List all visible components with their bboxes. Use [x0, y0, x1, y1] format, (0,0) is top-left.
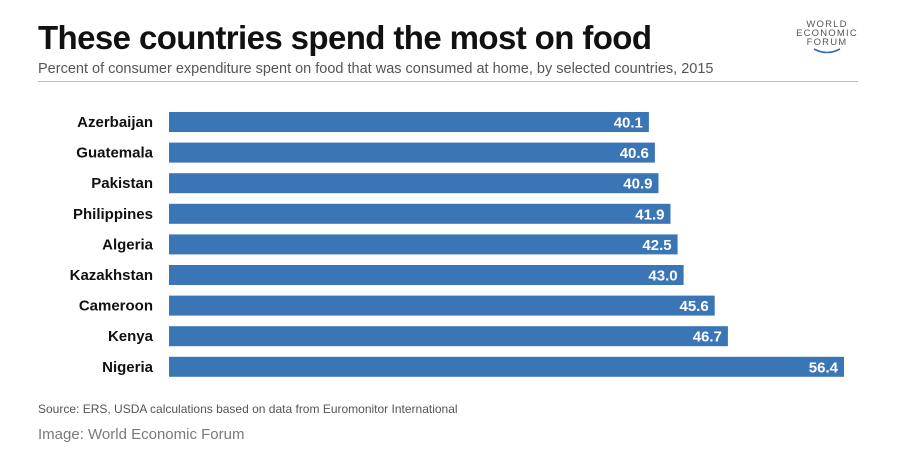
- source-note: Source: ERS, USDA calculations based on …: [38, 402, 458, 416]
- value-label: 43.0: [648, 268, 677, 285]
- bar: [169, 326, 728, 347]
- value-label: 40.9: [623, 176, 652, 193]
- logo-text-line-1: WORLD: [806, 19, 848, 30]
- logo-text-line-3: FORUM: [806, 37, 848, 48]
- category-label: Pakistan: [91, 175, 153, 192]
- value-label: 40.6: [620, 145, 649, 162]
- value-label: 40.1: [614, 115, 643, 132]
- category-label: Guatemala: [76, 145, 153, 162]
- bar: [169, 356, 844, 377]
- value-label: 41.9: [635, 206, 664, 223]
- bar: [169, 203, 671, 224]
- value-label: 42.5: [642, 237, 671, 254]
- bar: [169, 265, 684, 285]
- wef-logo: WORLD ECONOMIC FORUM: [786, 20, 868, 66]
- bar: [169, 112, 649, 132]
- category-label: Cameroon: [79, 298, 153, 315]
- logo-arc-icon: [813, 48, 841, 54]
- category-label: Azerbaijan: [77, 114, 153, 131]
- chart-subtitle: Percent of consumer expenditure spent on…: [38, 61, 714, 77]
- category-label: Algeria: [102, 236, 154, 253]
- value-label: 45.6: [679, 298, 708, 315]
- bar-chart: Azerbaijan 40.1 Guatemala 40.6 Pakistan 40.9 P…: [70, 112, 844, 377]
- logo-text-line-2: ECONOMIC: [796, 28, 858, 39]
- bar: [169, 295, 715, 316]
- category-label: Kenya: [108, 328, 154, 345]
- bar: [169, 173, 659, 194]
- value-label: 46.7: [693, 329, 722, 346]
- category-label: Philippines: [73, 206, 153, 223]
- image-credit: Image: World Economic Forum: [38, 426, 245, 443]
- bar: [169, 234, 678, 255]
- bar: [169, 142, 655, 163]
- chart-title: These countries spend the most on food: [38, 19, 652, 56]
- category-label: Kazakhstan: [70, 267, 153, 284]
- category-label: Nigeria: [102, 359, 154, 376]
- header-divider: [38, 81, 858, 82]
- value-label: 56.4: [809, 359, 839, 376]
